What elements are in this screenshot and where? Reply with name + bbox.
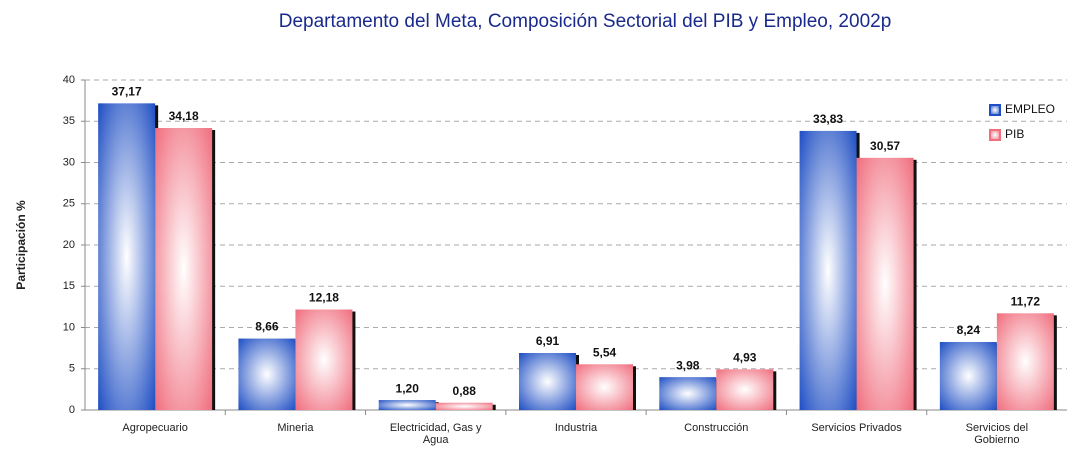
bar (716, 369, 774, 410)
bar (996, 313, 1054, 410)
x-tick-label: Industria (554, 422, 598, 434)
bar (519, 352, 576, 410)
value-label: 8,24 (957, 323, 981, 337)
y-tick-label: 5 (69, 363, 75, 375)
y-tick-label: 40 (63, 74, 75, 86)
legend-label: EMPLEO (1005, 102, 1055, 116)
y-tick-label: 20 (63, 239, 75, 251)
y-tick-label: 10 (63, 321, 75, 333)
y-tick-label: 35 (63, 115, 75, 127)
value-label: 30,57 (870, 139, 900, 153)
bar (98, 103, 156, 410)
value-label: 3,98 (676, 358, 700, 372)
x-tick-label: Electricidad, Gas y Agua (389, 422, 482, 446)
value-label: 34,18 (169, 109, 199, 123)
bar (295, 309, 353, 410)
bar (155, 128, 213, 410)
bar (238, 338, 296, 410)
bar (939, 342, 997, 410)
legend-label: PIB (1005, 127, 1024, 141)
value-label: 4,93 (733, 350, 757, 364)
value-label: 11,72 (1011, 294, 1041, 308)
bar (659, 377, 717, 410)
y-axis-label: Participación % (14, 200, 28, 290)
value-label: 12,18 (309, 291, 339, 305)
value-label: 1,20 (396, 381, 420, 395)
y-tick-label: 25 (63, 198, 75, 210)
x-tick-label: Servicios del Gobierno (965, 422, 1029, 446)
bar (576, 364, 633, 410)
value-label: 6,91 (536, 334, 560, 348)
bar (378, 400, 436, 410)
x-tick-label: Servicios Privados (811, 422, 902, 434)
legend-swatch (989, 129, 1001, 141)
y-tick-label: 0 (69, 404, 75, 416)
value-label: 0,88 (453, 384, 477, 398)
value-label: 33,83 (813, 112, 843, 126)
value-label: 8,66 (255, 320, 279, 334)
y-tick-label: 15 (63, 280, 75, 292)
bar (856, 157, 914, 410)
bar (435, 402, 493, 410)
value-label: 37,17 (112, 85, 142, 99)
x-tick-label: Mineria (277, 422, 314, 434)
legend-swatch (989, 104, 1001, 116)
y-tick-label: 30 (63, 156, 75, 168)
bar (799, 130, 857, 410)
chart-title: Departamento del Meta, Composición Secto… (279, 11, 892, 32)
value-label: 5,54 (593, 345, 617, 359)
x-tick-label: Construcción (684, 422, 749, 434)
x-tick-label: Agropecuario (122, 422, 188, 434)
